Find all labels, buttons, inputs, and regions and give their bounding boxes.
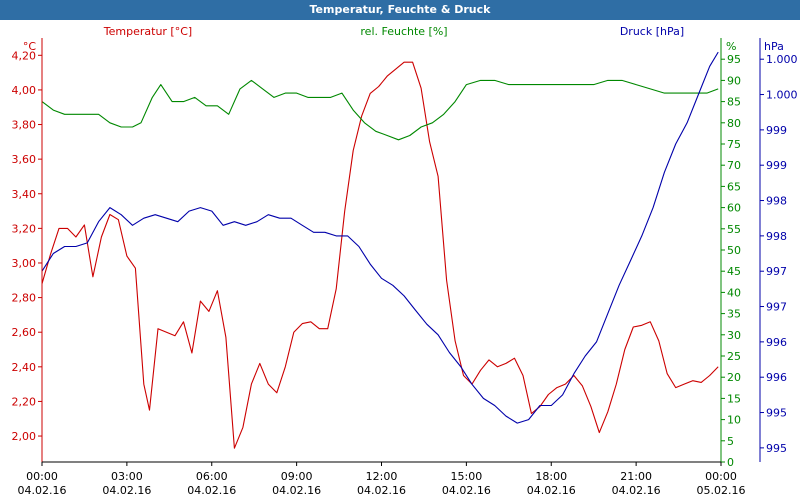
humidity-series-line (41, 79, 719, 141)
date-tick-label: 05.02.16 (697, 484, 746, 497)
plot-area (42, 38, 721, 462)
humidity-tick-label: 75 (727, 138, 741, 151)
humidity-tick-label: 10 (727, 414, 741, 427)
temperature-tick-label: 2,60 (12, 326, 37, 339)
time-tick-label: 12:00 (366, 470, 398, 483)
temperature-axis: °C4,20 4,00 3,80 3,60 3,40 3,20 3,00 2,80 2,60 2,… (12, 38, 43, 462)
date-tick-label: 04.02.16 (442, 484, 491, 497)
temperature-tick-label: 4,00 (12, 84, 37, 97)
pressure-tick-label: 1.000 (766, 89, 798, 102)
humidity-tick-label: 85 (727, 96, 741, 109)
temperature-tick-label: 2,20 (12, 395, 37, 408)
pressure-tick-label: 997 (766, 265, 787, 278)
title-bar: Temperatur, Feuchte & Druck (0, 0, 800, 20)
humidity-tick-label: 35 (727, 308, 741, 321)
pressure-tick-label: 999 (766, 124, 787, 137)
window-title: Temperatur, Feuchte & Druck (309, 3, 491, 16)
pressure-legend-label: Druck [hPa] (620, 25, 684, 38)
humidity-tick-label: 40 (727, 286, 741, 299)
humidity-unit-label: % (726, 40, 736, 53)
time-tick-label: 15:00 (451, 470, 483, 483)
temperature-tick-label: 3,40 (12, 188, 37, 201)
humidity-tick-label: 20 (727, 371, 741, 384)
date-tick-label: 04.02.16 (612, 484, 661, 497)
temperature-tick-label: 2,80 (12, 292, 37, 305)
time-tick-label: 00:00 (705, 470, 737, 483)
pressure-tick-label: 998 (766, 230, 787, 243)
humidity-tick-label: 5 (727, 435, 734, 448)
temperature-tick-label: 2,00 (12, 430, 37, 443)
time-tick-label: 18:00 (535, 470, 567, 483)
time-tick-label: 06:00 (196, 470, 228, 483)
temperature-legend-label: Temperatur [°C] (103, 25, 192, 38)
time-axis: 00:0004.02.1603:0004.02.1606:0004.02.160… (18, 461, 746, 497)
pressure-axis: hPa1.0001.000999999998998997997996996995… (759, 38, 798, 462)
date-tick-label: 04.02.16 (272, 484, 321, 497)
legend: Temperatur [°C] rel. Feuchte [%] Druck [hP… (103, 25, 684, 38)
pressure-series-line (41, 51, 719, 424)
chart: °C4,20 4,00 3,80 3,60 3,40 3,20 3,00 2,80 2,60 2,… (12, 25, 798, 497)
pressure-tick-label: 999 (766, 159, 787, 172)
temperature-tick-label: 2,40 (12, 361, 37, 374)
pressure-tick-label: 997 (766, 301, 787, 314)
humidity-tick-label: 50 (727, 244, 741, 257)
pressure-tick-label: 1.000 (766, 53, 798, 66)
humidity-tick-label: 70 (727, 159, 741, 172)
series-layer (41, 51, 719, 449)
humidity-tick-label: 65 (727, 180, 741, 193)
date-tick-label: 04.02.16 (18, 484, 67, 497)
temperature-unit-label: °C (23, 40, 37, 53)
pressure-tick-label: 995 (766, 442, 787, 455)
date-tick-label: 04.02.16 (357, 484, 406, 497)
humidity-tick-label: 15 (727, 392, 741, 405)
humidity-tick-label: 45 (727, 265, 741, 278)
pressure-tick-label: 996 (766, 336, 787, 349)
humidity-legend-label: rel. Feuchte [%] (360, 25, 447, 38)
date-tick-label: 04.02.16 (102, 484, 151, 497)
humidity-tick-label: 95 (727, 53, 741, 66)
time-tick-label: 03:00 (111, 470, 143, 483)
humidity-tick-label: 80 (727, 117, 741, 130)
time-tick-label: 00:00 (26, 470, 58, 483)
temperature-tick-label: 3,00 (12, 257, 37, 270)
pressure-unit-label: hPa (764, 40, 784, 53)
time-tick-label: 09:00 (281, 470, 313, 483)
humidity-tick-label: 60 (727, 202, 741, 215)
humidity-tick-label: 25 (727, 350, 741, 363)
temperature-tick-label: 3,60 (12, 153, 37, 166)
temperature-tick-label: 3,20 (12, 222, 37, 235)
humidity-tick-label: 0 (727, 456, 734, 469)
humidity-tick-label: 55 (727, 223, 741, 236)
temperature-tick-label: 3,80 (12, 119, 37, 132)
pressure-tick-label: 995 (766, 407, 787, 420)
date-tick-label: 04.02.16 (187, 484, 236, 497)
temperature-tick-label: 4,20 (12, 49, 37, 62)
date-tick-label: 04.02.16 (527, 484, 576, 497)
pressure-tick-label: 996 (766, 371, 787, 384)
humidity-tick-label: 30 (727, 329, 741, 342)
plot-frame (42, 38, 721, 462)
humidity-tick-label: 90 (727, 74, 741, 87)
temperature-series-line (41, 61, 719, 449)
time-tick-label: 21:00 (620, 470, 652, 483)
pressure-tick-label: 998 (766, 195, 787, 208)
